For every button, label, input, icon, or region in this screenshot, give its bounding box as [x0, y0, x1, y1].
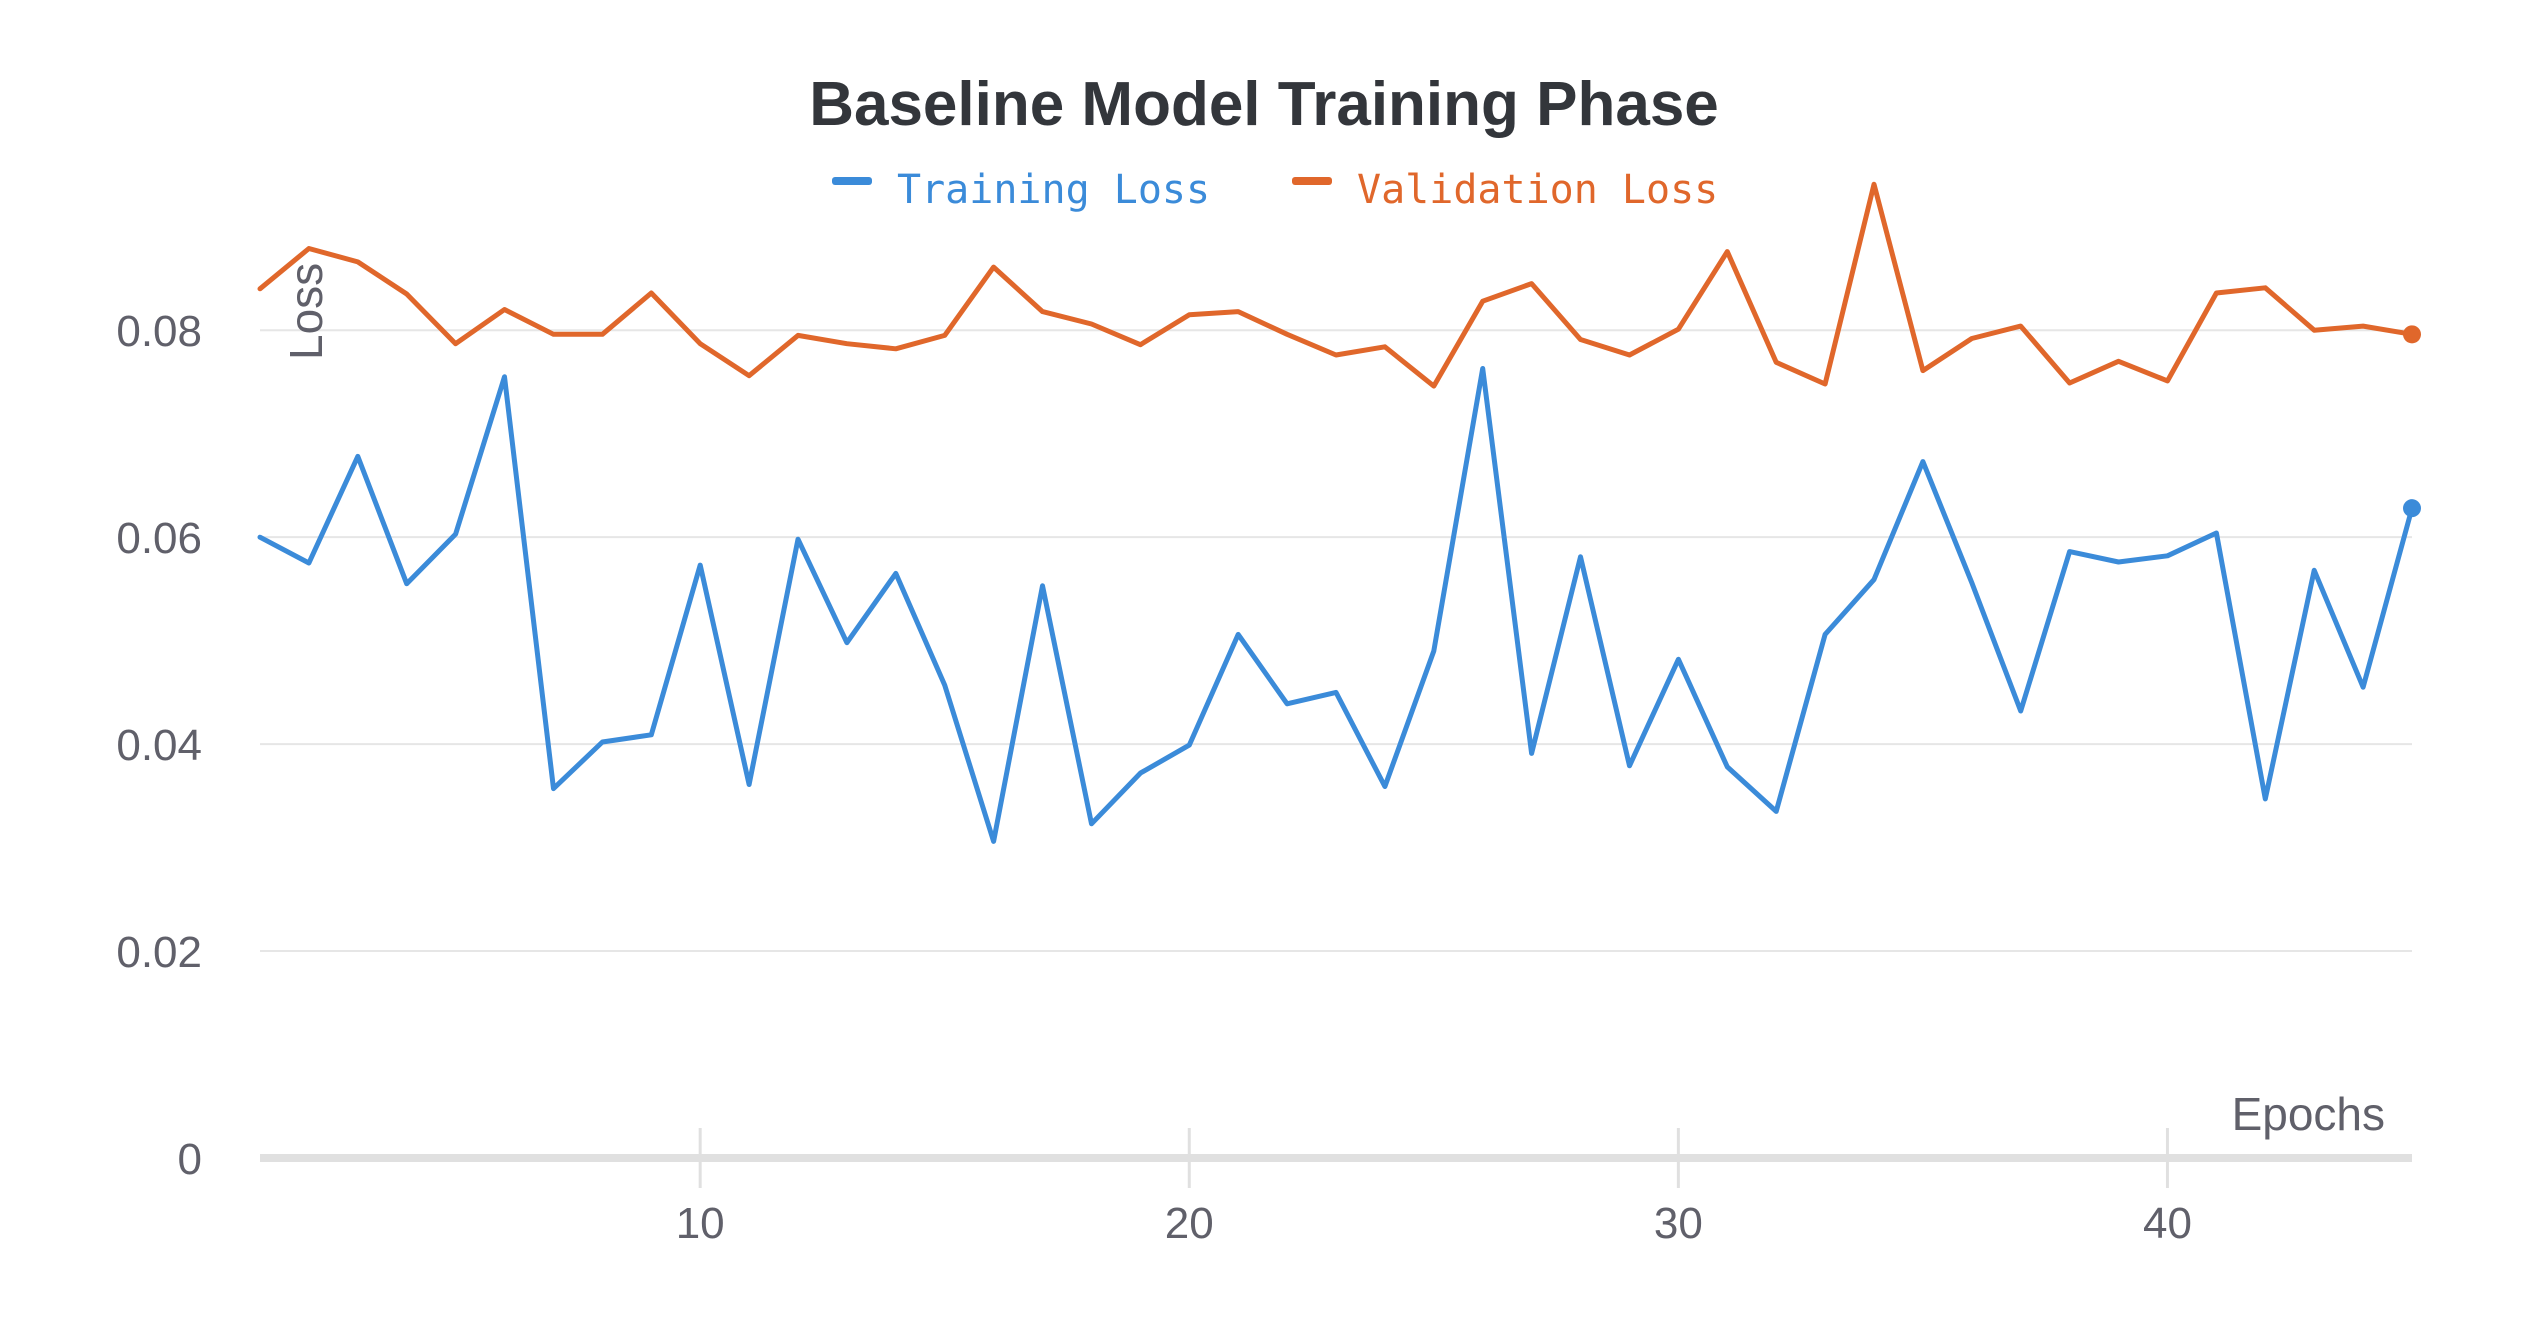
grid-lines [260, 329, 2412, 1162]
legend-label-training: Training Loss [897, 167, 1210, 213]
training-loss-end-marker[interactable] [2403, 499, 2421, 518]
legend-swatch-validation [1292, 177, 1332, 185]
legend-swatch-training [832, 177, 872, 185]
validation-loss-line [257, 181, 2415, 389]
x-tick-label: 30 [1654, 1199, 1703, 1248]
legend-item-training[interactable]: Training Loss [832, 167, 1210, 213]
y-tick-label: 0 [178, 1135, 202, 1184]
legend-item-validation[interactable]: Validation Loss [1292, 167, 1718, 213]
training-loss-line [257, 366, 2415, 844]
x-tick-label: 40 [2143, 1199, 2192, 1248]
y-tick-label: 0.02 [116, 928, 202, 977]
legend-label-validation: Validation Loss [1357, 167, 1718, 213]
y-tick-label: 0.08 [116, 307, 202, 356]
validation-loss-end-marker[interactable] [2403, 325, 2421, 344]
x-axis-ticks: 10 20 30 40 [676, 1128, 2192, 1248]
y-tick-label: 0.06 [116, 514, 202, 563]
chart-title: Baseline Model Training Phase [809, 70, 1719, 139]
x-axis-label: Epochs [2232, 1088, 2385, 1140]
x-tick-label: 20 [1165, 1199, 1214, 1248]
legend: Training Loss Validation Loss [832, 167, 1718, 213]
y-axis-label: Loss [280, 263, 332, 360]
y-tick-label: 0.04 [116, 721, 202, 770]
series-layer [257, 181, 2421, 844]
x-tick-label: 10 [676, 1199, 725, 1248]
y-axis-ticks: 0 0.02 0.04 0.06 0.08 [116, 307, 202, 1184]
